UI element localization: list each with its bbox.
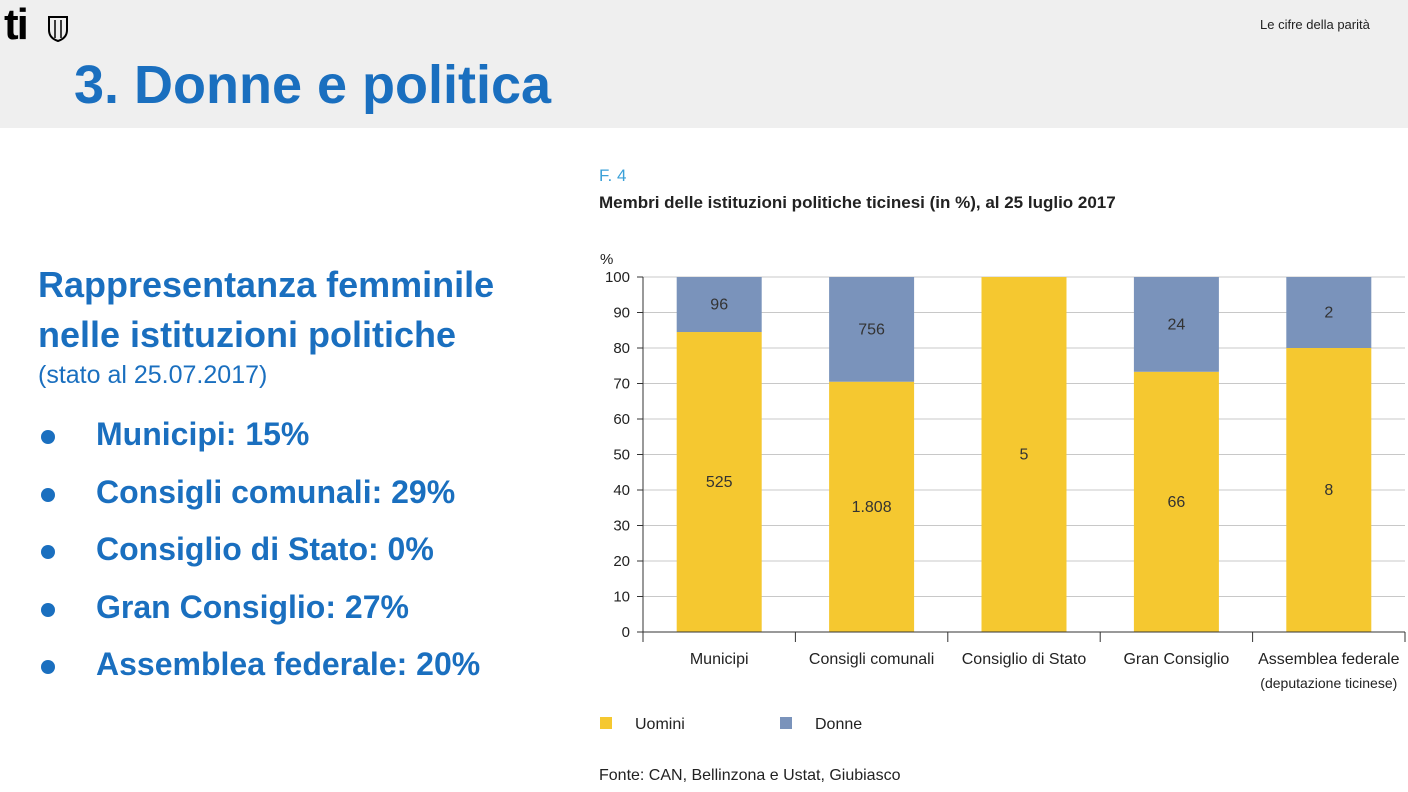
y-tick-label: 10 <box>613 589 630 606</box>
legend-swatch <box>600 717 612 729</box>
chart-title: Membri delle istituzioni politiche ticin… <box>599 193 1116 212</box>
source: Fonte: CAN, Bellinzona e Ustat, Giubiasc… <box>599 767 901 784</box>
y-tick-label: 30 <box>613 518 630 535</box>
bullet: Gran Consiglio: 27% <box>38 579 578 637</box>
value-label: 2 <box>1324 305 1333 322</box>
shield-icon <box>48 16 68 42</box>
value-label: 5 <box>1020 447 1029 464</box>
header-band <box>0 0 1408 128</box>
value-label: 1.808 <box>852 499 892 516</box>
subheading: (stato al 25.07.2017) <box>38 361 268 389</box>
bullet: Municipi: 15% <box>38 406 578 464</box>
logo: ti <box>4 0 29 49</box>
slide-title: 3. Donne e politica <box>74 55 552 115</box>
bullet: Assemblea federale: 20% <box>38 636 578 694</box>
bullet-list: Municipi: 15% Consigli comunali: 29% Con… <box>38 406 578 694</box>
heading-line: Rappresentanza femminile <box>38 264 495 305</box>
bullet: Consiglio di Stato: 0% <box>38 521 578 579</box>
bar-segment <box>1286 348 1372 632</box>
y-tick-label: 100 <box>605 269 630 286</box>
bar-segment <box>676 332 762 632</box>
x-tick-label: Assemblea federale <box>1258 651 1400 668</box>
summary: Rappresentanza femminile nelle istituzio… <box>38 260 578 694</box>
chart: F. 4 Membri delle istituzioni politiche … <box>599 166 1406 784</box>
bar-segment <box>981 277 1067 632</box>
y-tick-label: 40 <box>613 482 630 499</box>
legend-swatch <box>780 717 792 729</box>
x-tick-label: Gran Consiglio <box>1123 651 1229 668</box>
bar-segment <box>676 277 762 333</box>
value-label: 756 <box>858 321 885 338</box>
x-tick-label: Consiglio di Stato <box>962 651 1087 668</box>
heading-line: nelle istituzioni politiche <box>38 314 457 355</box>
bar-segment <box>829 277 915 382</box>
x-tick-label: Municipi <box>690 651 749 668</box>
y-axis-label: % <box>600 251 613 268</box>
x-tick-sublabel: (deputazione ticinese) <box>1260 675 1397 691</box>
legend-label: Donne <box>815 716 862 733</box>
y-tick-label: 0 <box>622 624 630 641</box>
bar-segment <box>1133 277 1219 372</box>
x-tick-label: Consigli comunali <box>809 651 934 668</box>
bar-segment <box>1133 371 1219 632</box>
figure-label: F. 4 <box>599 166 626 185</box>
value-label: 8 <box>1324 482 1333 499</box>
y-tick-label: 20 <box>613 553 630 570</box>
bar-segment <box>1286 277 1372 348</box>
y-tick-label: 50 <box>613 447 630 464</box>
value-label: 96 <box>710 297 728 314</box>
bar-segment <box>829 381 915 632</box>
y-tick-label: 60 <box>613 411 630 428</box>
y-tick-label: 90 <box>613 305 630 322</box>
section-label: Le cifre della parità <box>1260 17 1370 32</box>
value-label: 525 <box>706 474 733 491</box>
y-tick-label: 80 <box>613 340 630 357</box>
legend-label: Uomini <box>635 716 685 733</box>
y-tick-label: 70 <box>613 376 630 393</box>
value-label: 66 <box>1168 494 1186 511</box>
bullet: Consigli comunali: 29% <box>38 464 578 522</box>
value-label: 24 <box>1168 316 1186 333</box>
